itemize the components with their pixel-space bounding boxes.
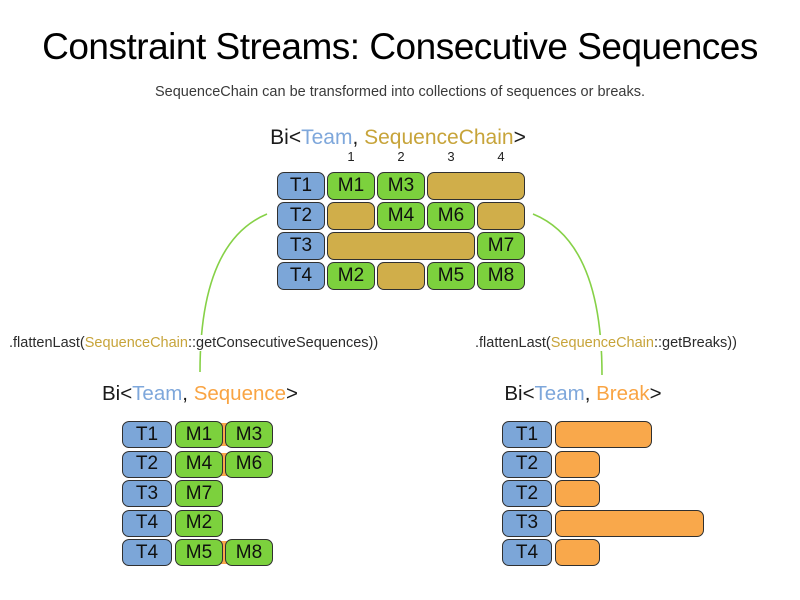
sequence-cell: M7 [175,480,223,507]
team-cell: T4 [502,539,552,566]
transform-right-pre: .flattenLast( [475,335,551,351]
sequence-cell: M5 [175,539,223,566]
sequence-cell: M7 [477,232,525,260]
heading-team: Team [301,126,353,149]
column-number: 3 [447,149,455,164]
chain-bar [427,172,525,200]
heading-prefix: Bi< [101,382,133,405]
sequence-cell: M4 [377,202,425,230]
break-type-heading: Bi<Team, Break> [504,382,661,406]
heading-team: Team [534,382,585,405]
chain-bar [327,202,375,230]
heading-suffix: > [649,382,662,405]
sequence-cell: M6 [225,450,273,478]
team-cell: T3 [277,232,325,260]
heading-separator: , [182,382,194,405]
team-cell: T4 [122,539,172,566]
slide-subtitle: SequenceChain can be transformed into co… [154,84,646,100]
column-number: 1 [347,149,355,164]
sequence-cell: M8 [225,539,273,566]
sequence-cell: M1 [175,421,223,448]
team-cell: T3 [122,480,172,507]
sequence-cell: M5 [427,262,475,290]
team-cell: T2 [502,450,552,478]
heading-suffix: > [513,126,526,149]
heading-separator: , [352,126,365,149]
chain-bar [327,232,475,260]
transform-left-pre: .flattenLast( [9,335,85,351]
sequence-cell: M2 [175,509,223,537]
sequence-cell: M8 [477,262,525,290]
source-type-heading: Bi<Team, SequenceChain> [270,126,526,150]
transform-right-post: ::getBreaks)) [653,335,737,351]
heading-team: Team [132,382,183,405]
sequence-cell: M3 [225,421,273,448]
heading-prefix: Bi< [270,126,302,149]
team-cell: T2 [122,450,172,478]
break-bar [555,480,600,507]
slide-title: Constraint Streams: Consecutive Sequence… [42,26,758,67]
column-number: 2 [397,149,405,164]
team-cell: T4 [122,509,172,537]
sequence-cell: M2 [327,262,375,290]
sequence-cell: M1 [327,172,375,200]
sequence-cell: M4 [175,450,223,478]
heading-type: Break [596,382,650,405]
break-bar [555,509,704,537]
sequence-cell: M3 [377,172,425,200]
transform-left-label: .flattenLast(SequenceChain::getConsecuti… [6,335,382,351]
transform-right-type: SequenceChain [550,335,654,351]
team-cell: T1 [277,172,325,200]
transform-right-label: .flattenLast(SequenceChain::getBreaks)) [472,335,740,351]
sequence-cell: M6 [427,202,475,230]
chain-bar [477,202,525,230]
chain-bar [377,262,425,290]
break-bar [555,539,600,566]
break-bar [555,450,600,478]
transform-left-post: ::getConsecutiveSequences)) [187,335,379,351]
break-bar [555,421,652,448]
heading-prefix: Bi< [504,382,535,405]
team-cell: T4 [277,262,325,290]
heading-type: Sequence [193,382,287,405]
heading-suffix: > [286,382,299,405]
column-number: 4 [497,149,505,164]
heading-type: SequenceChain [364,126,514,149]
sequence-type-heading: Bi<Team, Sequence> [102,382,298,406]
team-cell: T2 [277,202,325,230]
team-cell: T2 [502,480,552,507]
team-cell: T1 [502,421,552,448]
team-cell: T1 [122,421,172,448]
heading-separator: , [584,382,597,405]
team-cell: T3 [502,509,552,537]
transform-left-type: SequenceChain [84,335,188,351]
